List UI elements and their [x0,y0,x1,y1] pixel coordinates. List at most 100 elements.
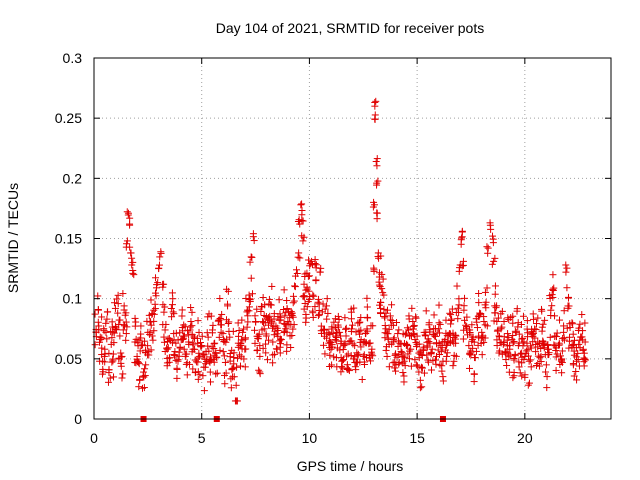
data-point [288,332,296,340]
data-point [198,332,206,340]
data-point [336,328,344,336]
data-point [483,243,491,251]
data-point [108,358,116,366]
data-point [401,362,409,370]
data-point [410,329,418,337]
data-point [386,312,394,320]
data-point [122,336,130,344]
data-point [137,330,145,338]
data-point [216,314,224,322]
data-point [251,339,259,347]
data-point [525,357,533,365]
data-point [379,275,387,283]
data-point [261,301,269,309]
data-point [384,306,392,314]
data-point [259,294,267,302]
data-point [560,307,568,315]
data-point [581,319,589,327]
data-point [114,300,122,308]
data-point [436,361,444,369]
data-point [287,308,295,316]
data-point [360,358,368,366]
data-point [183,371,191,379]
data-point [568,319,576,327]
data-point [230,373,238,381]
data-point [298,200,306,208]
data-point [96,333,104,341]
data-point [283,328,291,336]
data-point [164,344,172,352]
data-point [560,336,568,344]
data-point [343,361,351,369]
data-point [557,352,565,360]
data-point [526,356,534,364]
data-point [489,235,497,243]
data-point [291,282,299,290]
data-point [144,342,152,350]
y-tick-label: 0.15 [55,231,82,247]
data-point [443,352,451,360]
data-point [248,253,256,261]
data-point [451,331,459,339]
plot-frame [93,57,612,420]
data-point [305,287,313,295]
data-point [280,320,288,328]
data-point [181,350,189,358]
data-point [162,320,170,328]
data-point [551,312,559,320]
data-point [375,278,383,286]
data-point [467,351,475,359]
data-point [380,291,388,299]
data-point [415,368,423,376]
data-point [410,321,418,329]
data-point [427,366,435,374]
data-point [469,344,477,352]
data-point [355,327,363,335]
data-point [538,323,546,331]
data-point [109,355,117,363]
data-point [287,343,295,351]
data-point [219,330,227,338]
data-point [328,323,336,331]
data-point [388,317,396,325]
data-point [405,326,413,334]
data-point [569,361,577,369]
data-point [546,333,554,341]
data-point [384,334,392,342]
data-point [289,299,297,307]
data-point [226,350,234,358]
data-point [297,201,305,209]
data-point [204,313,212,321]
data-point [342,332,350,340]
data-point [212,349,220,357]
data-point [252,318,260,326]
data-point [356,330,364,338]
data-point [347,315,355,323]
data-point [455,301,463,309]
data-point [200,387,208,395]
data-point [363,327,371,335]
x-tick-label: 0 [90,430,98,446]
data-point [283,305,291,313]
data-point [382,325,390,333]
data-point [358,375,366,383]
data-point [110,339,118,347]
data-point [453,282,461,290]
data-point [117,362,125,370]
y-tick-label: 0.25 [55,110,82,126]
data-point [430,311,438,319]
data-point [560,328,568,336]
data-point [378,270,386,278]
data-point [370,198,378,206]
data-point [309,307,317,315]
data-point [418,383,426,391]
data-point [291,283,299,291]
data-point [179,334,187,342]
data-point [519,342,527,350]
data-point [371,98,379,106]
data-point [369,352,377,360]
data-point [341,339,349,347]
data-point [559,334,567,342]
data-point [463,313,471,321]
